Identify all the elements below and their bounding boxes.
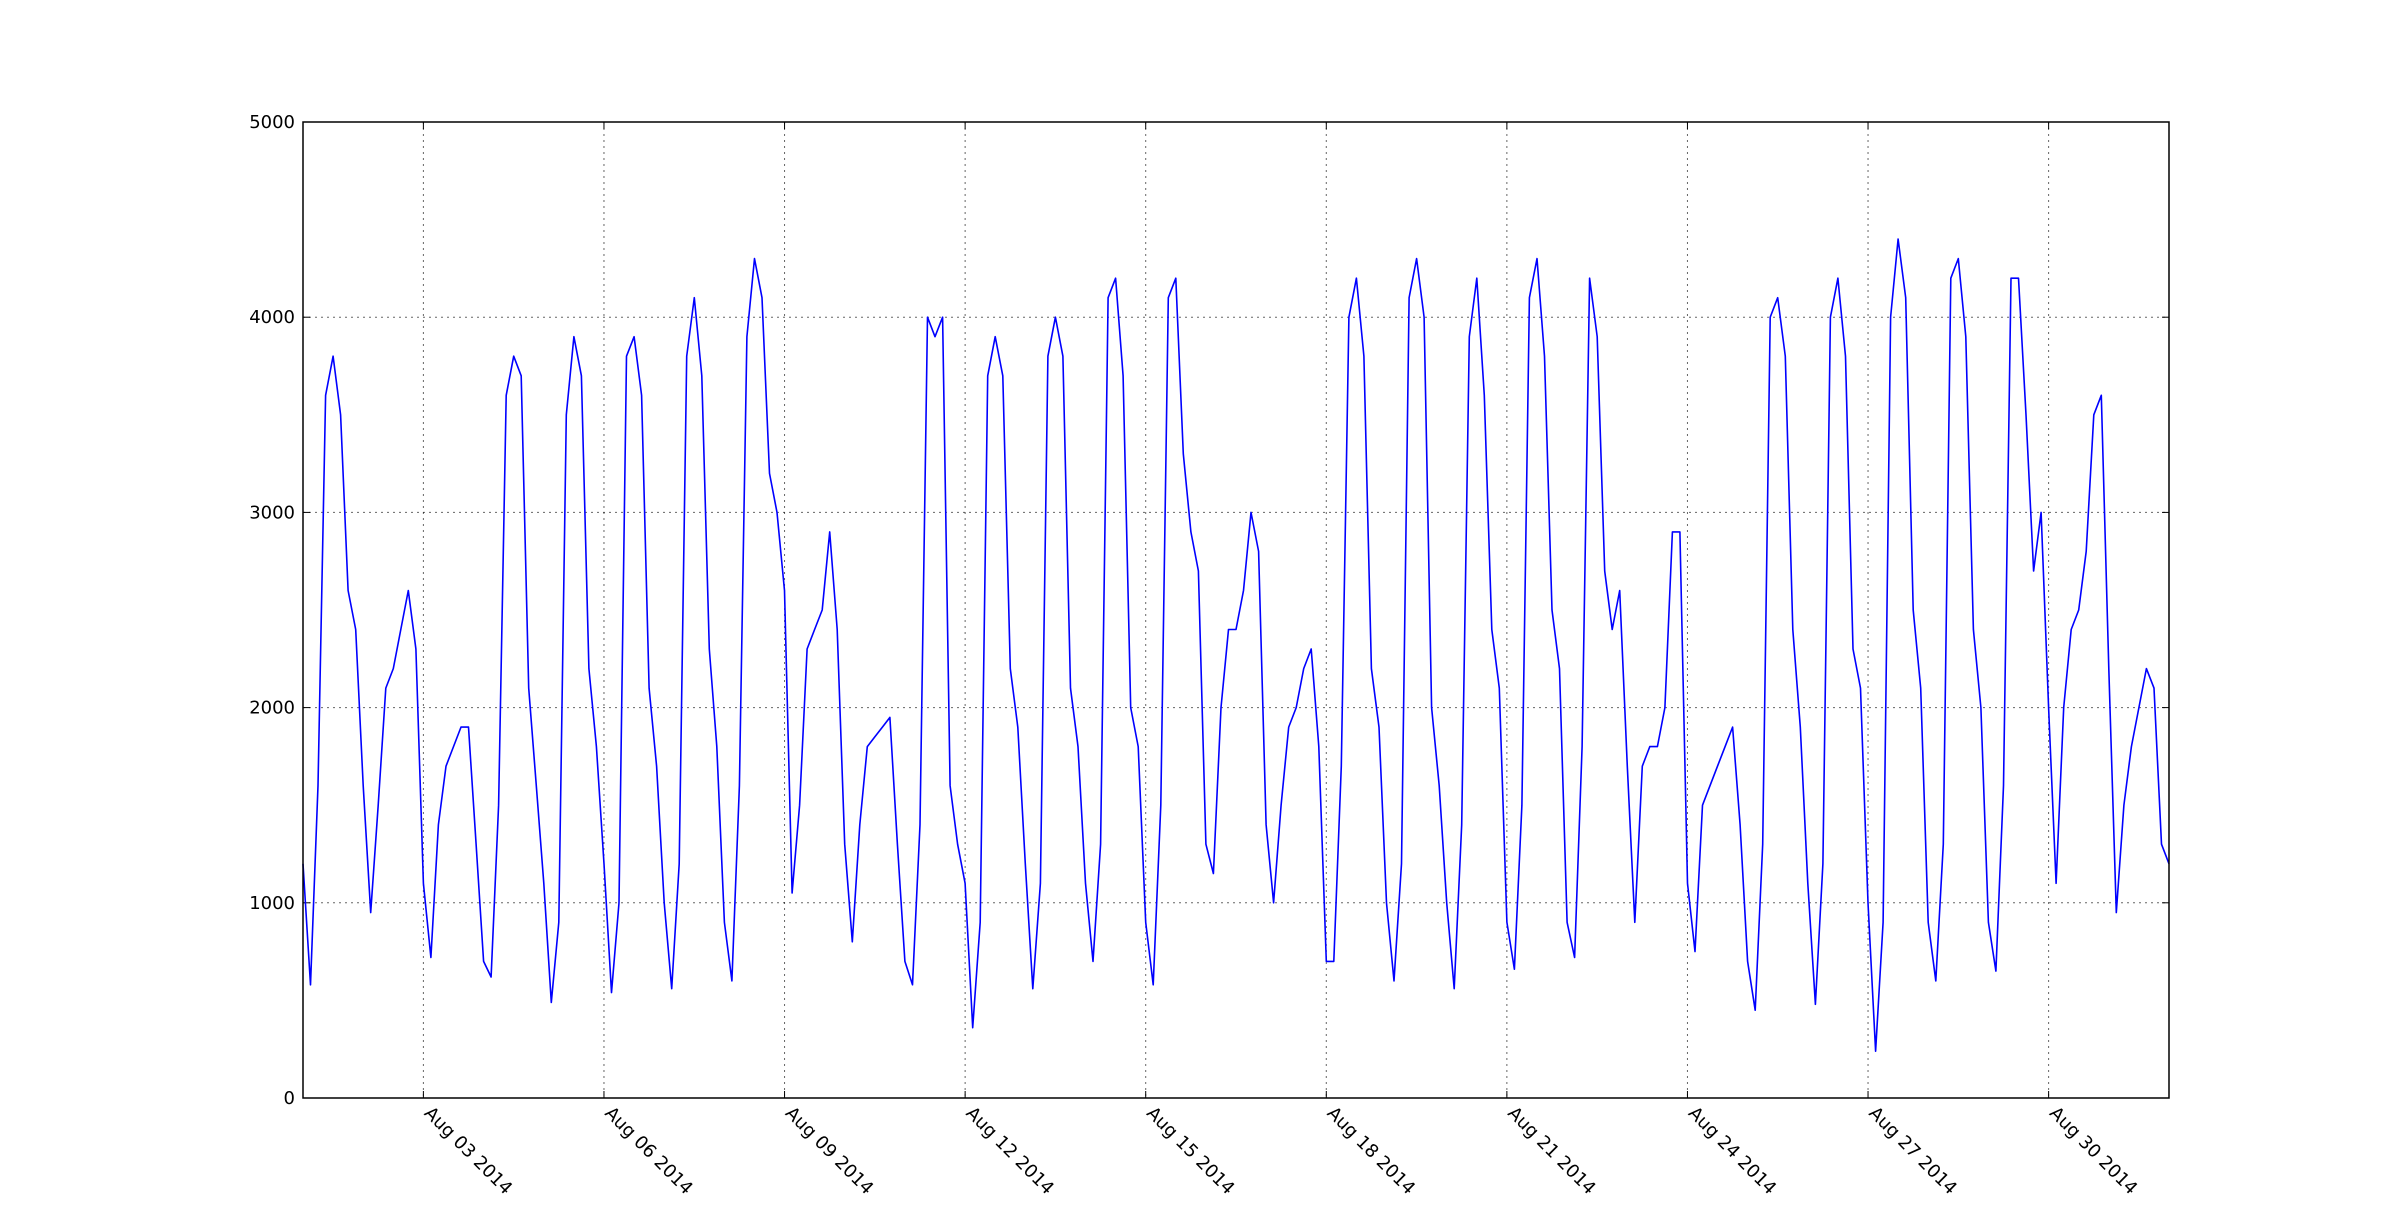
y-tick-label: 2000 <box>249 698 295 719</box>
x-tick-label: Aug 15 2014 <box>1142 1103 1238 1199</box>
x-tick-label: Aug 06 2014 <box>600 1103 696 1199</box>
x-tick-label: Aug 09 2014 <box>781 1103 877 1199</box>
x-tick-label: Aug 21 2014 <box>1503 1103 1599 1199</box>
y-tick-label: 1000 <box>249 893 295 914</box>
x-tick-label: Aug 18 2014 <box>1323 1103 1419 1199</box>
x-tick-label: Aug 03 2014 <box>420 1103 516 1199</box>
y-tick-label: 4000 <box>249 307 295 328</box>
x-tick-label: Aug 12 2014 <box>962 1103 1058 1199</box>
y-tick-label: 5000 <box>249 112 295 133</box>
x-tick-label: Aug 30 2014 <box>2045 1103 2141 1199</box>
x-tick-label: Aug 27 2014 <box>1864 1103 1960 1199</box>
plot-frame <box>302 121 2170 1099</box>
y-tick-label: 3000 <box>249 502 295 523</box>
x-tick-label: Aug 24 2014 <box>1684 1103 1780 1199</box>
data-line <box>302 238 2170 1052</box>
y-tick-label: 0 <box>284 1088 295 1109</box>
